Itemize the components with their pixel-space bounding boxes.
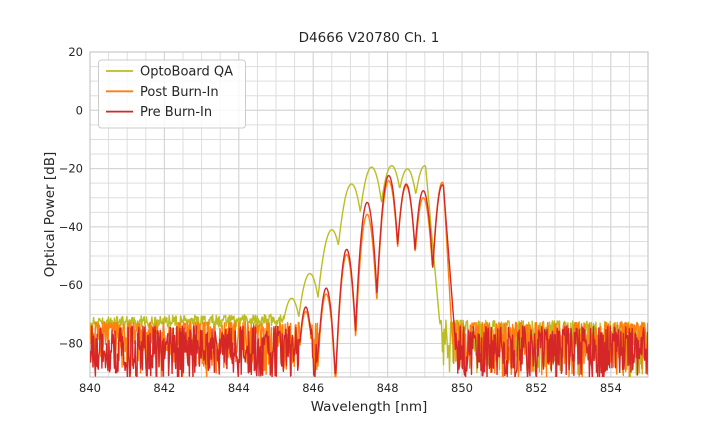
x-tick-label: 852 — [525, 381, 547, 395]
x-tick-label: 848 — [377, 381, 399, 395]
x-tick-label: 850 — [451, 381, 473, 395]
y-tick-labels: 20 0 −20 −40 −60 −80 — [59, 45, 83, 350]
y-tick-label: −40 — [59, 220, 83, 234]
y-tick-label: 20 — [68, 45, 83, 59]
x-tick-label: 840 — [79, 381, 101, 395]
series-lines — [90, 164, 648, 377]
plot-frame — [89, 51, 649, 378]
legend-label: Pre Burn-In — [140, 105, 212, 120]
x-tick-label: 854 — [600, 381, 622, 395]
x-tick-label: 846 — [302, 381, 324, 395]
legend-entry: OptoBoard QA — [106, 65, 233, 80]
y-tick-label: −20 — [59, 162, 83, 176]
legend-label: OptoBoard QA — [140, 65, 233, 80]
x-axis-label: Wavelength [nm] — [311, 399, 428, 415]
y-tick-label: −60 — [59, 278, 83, 292]
x-tick-label: 844 — [228, 381, 250, 395]
legend-label: Post Burn-In — [140, 85, 219, 100]
y-axis-label: Optical Power [dB] — [42, 152, 58, 277]
series-line-pre-burn-in — [90, 174, 648, 377]
x-tick-label: 842 — [153, 381, 175, 395]
y-tick-label: −80 — [59, 336, 83, 350]
legend-frame — [98, 59, 246, 129]
legend-entry: Post Burn-In — [106, 85, 219, 100]
chart-title: D4666 V20780 Ch. 1 — [299, 30, 440, 46]
legend-box: OptoBoard QA Post Burn-In Pre Burn-In — [98, 59, 246, 129]
y-tick-label: 0 — [76, 103, 83, 117]
legend-entry: Pre Burn-In — [106, 105, 212, 120]
x-tick-labels: 840 842 844 846 848 850 852 854 — [79, 381, 622, 395]
